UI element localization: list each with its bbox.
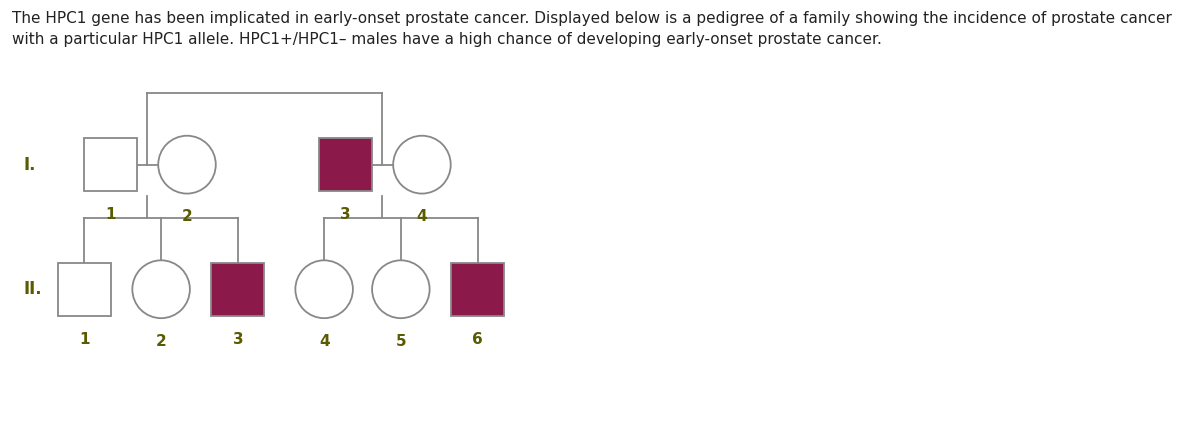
Text: 1: 1: [106, 207, 115, 222]
Ellipse shape: [132, 260, 190, 318]
Text: II.: II.: [24, 280, 42, 298]
Text: 4: 4: [416, 209, 427, 224]
Bar: [319, 138, 372, 191]
Bar: [451, 263, 504, 316]
Text: 3: 3: [340, 207, 350, 222]
Text: 2: 2: [156, 334, 167, 349]
Bar: [211, 263, 264, 316]
Ellipse shape: [394, 136, 451, 194]
Text: 1: 1: [79, 332, 90, 347]
Text: 4: 4: [319, 334, 330, 349]
Text: 6: 6: [472, 332, 482, 347]
Text: I.: I.: [24, 156, 36, 174]
Ellipse shape: [372, 260, 430, 318]
Text: 5: 5: [396, 334, 406, 349]
Ellipse shape: [158, 136, 216, 194]
Bar: [58, 263, 110, 316]
Text: The HPC1 gene has been implicated in early-onset prostate cancer. Displayed belo: The HPC1 gene has been implicated in ear…: [12, 11, 1171, 47]
Text: 2: 2: [181, 209, 192, 224]
Ellipse shape: [295, 260, 353, 318]
Bar: [84, 138, 137, 191]
Text: 3: 3: [233, 332, 244, 347]
